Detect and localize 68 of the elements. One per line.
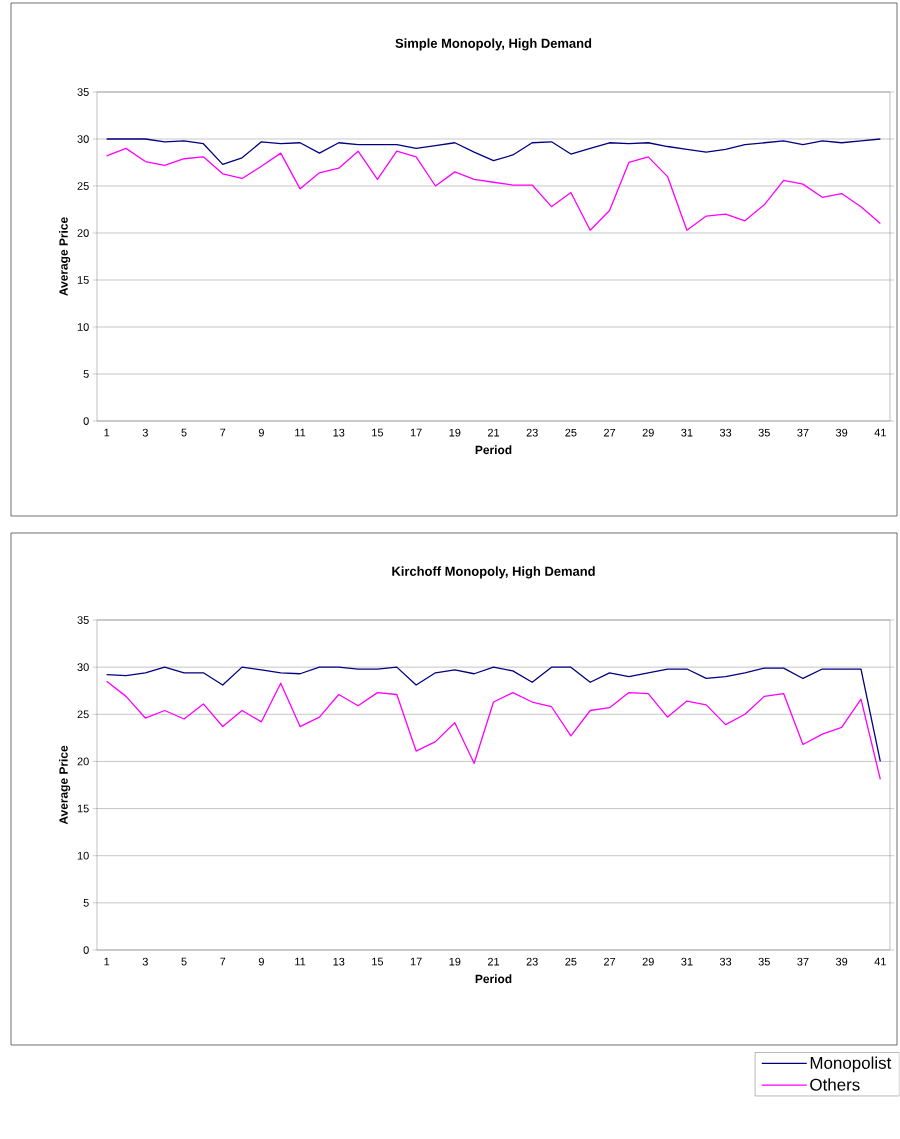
x-tick-label: 1 [104,428,110,437]
x-tick-label: 3 [142,428,149,437]
y-tick-label: 0 [83,946,90,954]
x-tick-label: 1 [104,957,110,966]
x-tick-label: 35 [758,428,771,437]
x-tick-label: 39 [836,957,848,966]
x-tick-label: 41 [874,428,887,437]
y-tick-label: 10 [78,851,90,860]
x-tick-label: 31 [681,957,693,966]
y-tick-label: 20 [77,229,90,237]
y-tick-label: 30 [77,663,90,672]
x-tick-label: 7 [220,957,226,966]
y-tick-label: 5 [83,899,90,907]
y-tick-label: 15 [78,804,90,813]
y-tick-label: 25 [77,710,90,719]
x-tick-label: 41 [874,957,887,966]
x-axis-title: Period [475,974,512,984]
x-tick-label: 27 [604,428,616,437]
x-tick-label: 33 [720,428,732,437]
x-tick-label: 27 [604,957,616,966]
x-tick-label: 21 [488,957,500,966]
x-tick-label: 39 [836,428,848,437]
y-axis-title: Average Price [59,745,71,825]
legend-label: Monopolist [811,1056,892,1073]
y-axis-title: Average Price [59,217,71,296]
x-tick-label: 25 [565,428,577,437]
x-tick-label: 11 [295,428,306,437]
chart-title: Kirchoff Monopoly, High Demand [392,566,595,579]
x-tick-label: 25 [565,957,577,966]
x-tick-label: 19 [449,428,461,437]
y-tick-label: 5 [83,370,90,378]
x-tick-label: 13 [333,428,345,437]
y-tick-label: 35 [77,616,90,624]
x-axis-title: Period [475,445,512,455]
y-tick-label: 35 [77,88,90,96]
chart-title: Simple Monopoly, High Demand [395,38,592,51]
x-tick-label: 5 [181,428,187,437]
y-tick-label: 0 [83,417,90,425]
x-tick-label: 11 [295,957,306,966]
x-tick-label: 29 [642,428,655,437]
x-tick-label: 37 [797,957,809,966]
x-tick-label: 13 [333,957,345,966]
x-tick-label: 33 [720,957,732,966]
x-tick-label: 35 [758,957,771,966]
x-tick-label: 3 [142,957,149,966]
x-tick-label: 9 [259,957,265,966]
x-tick-label: 7 [220,428,226,437]
legend-label: Others [810,1078,860,1091]
x-tick-label: 17 [411,428,422,437]
x-tick-label: 5 [181,957,187,966]
x-tick-label: 9 [259,428,265,437]
line-series [106,680,882,780]
x-tick-label: 23 [526,428,539,437]
x-tick-label: 17 [411,957,422,966]
x-tick-label: 15 [372,428,384,437]
y-tick-label: 15 [78,276,90,284]
x-tick-label: 37 [797,428,809,437]
x-tick-label: 29 [642,957,655,966]
line-series [106,147,882,231]
y-tick-label: 30 [77,135,90,143]
y-tick-label: 25 [77,182,90,190]
y-tick-label: 20 [77,757,90,766]
x-tick-label: 15 [372,957,384,966]
x-tick-label: 23 [526,957,539,966]
x-tick-label: 19 [449,957,461,966]
x-tick-label: 21 [488,428,500,437]
y-tick-label: 10 [78,323,90,331]
x-tick-label: 31 [681,428,693,437]
